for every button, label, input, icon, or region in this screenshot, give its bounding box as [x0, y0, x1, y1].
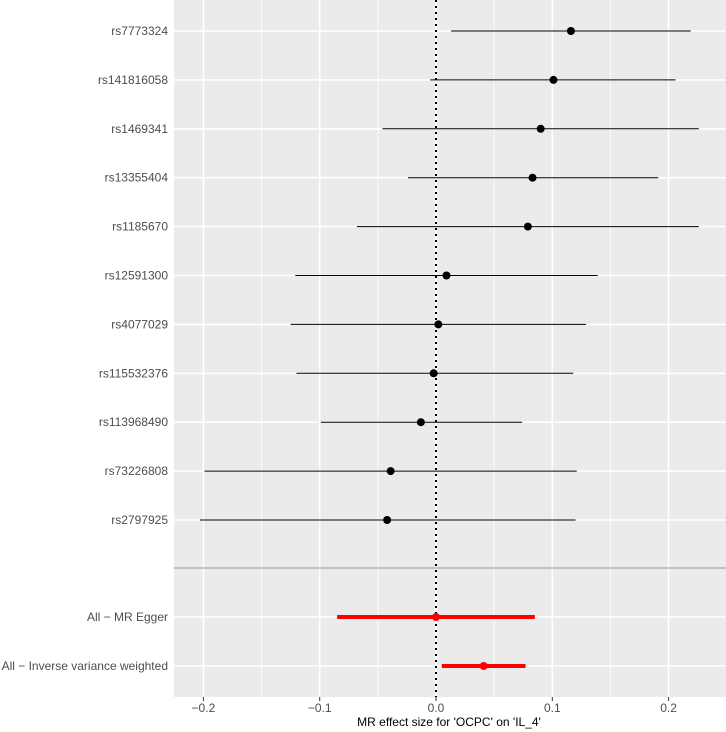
point-estimate — [429, 369, 438, 378]
y-tick-label: rs1185670 — [112, 220, 168, 234]
point-estimate — [386, 467, 395, 476]
y-tick-label: rs73226808 — [105, 464, 169, 478]
y-tick-label: rs4077029 — [111, 317, 168, 331]
point-estimate — [549, 75, 558, 84]
point-estimate — [528, 173, 537, 182]
point-estimates — [383, 27, 575, 670]
y-tick-label: rs7773324 — [111, 24, 168, 38]
point-estimate — [566, 27, 575, 35]
y-tick-label: All − Inverse variance weighted — [2, 659, 168, 673]
x-axis-tick-labels: −0.2 −0.1 0.0 0.1 0.2 — [192, 701, 678, 715]
y-tick-label: rs13355404 — [105, 171, 169, 185]
point-estimate-summary — [432, 613, 440, 621]
y-tick-label: rs1469341 — [111, 122, 168, 136]
x-tick-label: 0.2 — [660, 701, 677, 715]
y-tick-label: rs12591300 — [105, 269, 169, 283]
point-estimate-summary — [479, 662, 488, 670]
point-estimate — [434, 320, 443, 329]
plot-panel — [174, 0, 726, 697]
y-tick-label: rs115532376 — [99, 366, 168, 380]
x-axis-title: MR effect size for 'OCPC' on 'IL_4' — [357, 715, 541, 729]
x-tick-label: −0.1 — [308, 701, 332, 715]
point-estimate — [442, 271, 451, 280]
point-estimate — [523, 222, 532, 231]
y-tick-label: All − MR Egger — [87, 610, 168, 624]
point-estimate — [383, 516, 392, 524]
point-estimate — [416, 418, 425, 427]
y-axis-labels: rs7773324 rs141816058 rs1469341 rs13355404 r… — [2, 24, 169, 673]
point-estimate — [536, 124, 545, 133]
x-tick-label: 0.1 — [544, 701, 561, 715]
x-tick-label: 0.0 — [428, 701, 445, 715]
y-tick-label: rs2797925 — [111, 513, 168, 527]
x-axis-ticks — [202, 697, 670, 701]
y-tick-label: rs113968490 — [99, 415, 168, 429]
y-tick-label: rs141816058 — [98, 73, 168, 87]
x-tick-label: −0.2 — [192, 701, 216, 715]
